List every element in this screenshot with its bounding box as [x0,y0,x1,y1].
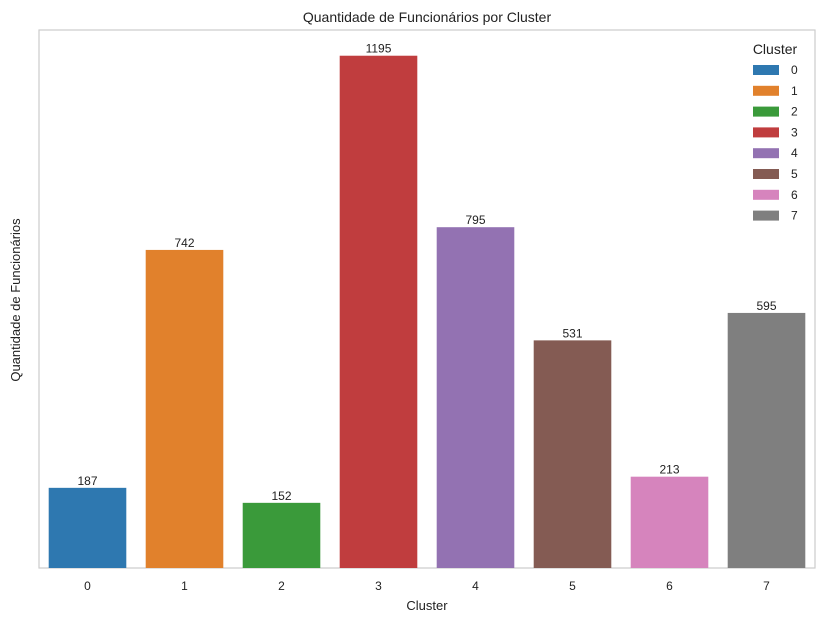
bar-cluster-6 [630,476,709,568]
legend: Cluster 0 1 2 3 4 5 6 7 [753,41,798,223]
chart-title: Quantidade de Funcionários por Cluster [303,9,552,25]
x-tick-label-6: 6 [666,579,673,593]
data-label-cluster-3: 1195 [366,42,392,56]
bar-cluster-0 [48,487,127,568]
bar-cluster-1 [145,249,224,569]
x-tick-labels: 0 1 2 3 4 5 6 7 [84,579,770,593]
bars-group [48,55,806,569]
x-tick-label-1: 1 [181,579,188,593]
legend-swatch-6 [753,189,779,200]
legend-label-3: 3 [791,125,798,139]
bar-cluster-2 [242,502,321,568]
data-labels-group: 187 742 152 1195 795 531 213 595 [77,42,776,503]
legend-swatch-4 [753,148,779,159]
legend-swatch-3 [753,127,779,138]
legend-swatch-2 [753,106,779,117]
data-label-cluster-2: 152 [271,489,291,503]
legend-label-5: 5 [791,167,798,181]
legend-label-7: 7 [791,209,798,223]
legend-swatch-5 [753,169,779,179]
x-tick-label-4: 4 [472,579,479,593]
x-axis-label: Cluster [406,598,448,613]
bar-cluster-3 [339,55,418,569]
x-tick-label-2: 2 [278,579,285,593]
data-label-cluster-4: 795 [465,213,485,227]
legend-label-0: 0 [791,63,798,77]
legend-title: Cluster [753,41,798,57]
bar-cluster-5 [533,340,612,568]
x-tick-label-5: 5 [569,579,576,593]
y-axis-label: Quantidade de Funcionários [8,218,23,382]
data-label-cluster-7: 595 [756,299,776,313]
data-label-cluster-0: 187 [77,474,97,488]
x-tick-label-7: 7 [763,579,770,593]
bar-cluster-7 [727,312,806,568]
legend-label-2: 2 [791,105,798,119]
legend-label-4: 4 [791,146,798,160]
legend-label-1: 1 [791,84,798,98]
x-tick-label-0: 0 [84,579,91,593]
data-label-cluster-5: 531 [562,326,582,340]
legend-swatch-0 [753,65,779,75]
data-label-cluster-6: 213 [659,463,679,477]
bar-cluster-4 [436,227,515,568]
data-label-cluster-1: 742 [174,236,194,250]
x-tick-label-3: 3 [375,579,382,593]
legend-swatch-1 [753,85,779,96]
legend-swatch-7 [753,210,779,221]
legend-label-6: 6 [791,188,798,202]
